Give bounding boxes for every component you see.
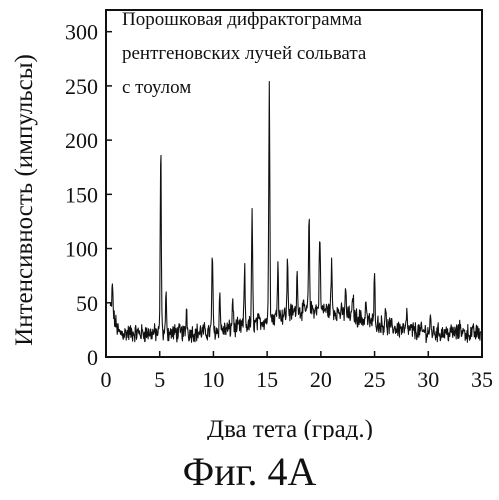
y-axis-label: Интенсивность (импульсы) bbox=[11, 54, 38, 346]
y-tick-label: 100 bbox=[65, 237, 98, 262]
y-tick-label: 200 bbox=[65, 128, 98, 153]
x-tick-label: 5 bbox=[154, 367, 165, 392]
x-axis-label: Два тета (град.) bbox=[207, 416, 373, 440]
x-tick-label: 0 bbox=[101, 367, 112, 392]
plot-area bbox=[109, 81, 482, 344]
x-tick-label: 25 bbox=[364, 367, 386, 392]
x-tick-label: 30 bbox=[417, 367, 439, 392]
chart-title: Порошковая дифрактограмма рентгеновских … bbox=[122, 9, 367, 98]
xrpd-chart: 0 5 10 15 20 25 30 35 0 50 100 150 200 250 300 Порошк… bbox=[11, 9, 493, 440]
x-tick-label: 15 bbox=[256, 367, 278, 392]
title-line-1: Порошковая дифрактограмма bbox=[122, 9, 363, 30]
y-tick-label: 150 bbox=[65, 182, 98, 207]
y-tick-label: 300 bbox=[65, 20, 98, 45]
y-tick-label: 250 bbox=[65, 74, 98, 99]
x-tick-label: 10 bbox=[202, 367, 224, 392]
y-tick-label: 50 bbox=[76, 291, 98, 316]
x-tick-label: 35 bbox=[471, 367, 493, 392]
title-line-2: рентгеновских лучей сольвата bbox=[122, 43, 367, 64]
x-tick-label: 20 bbox=[310, 367, 332, 392]
x-axis-ticks: 0 5 10 15 20 25 30 35 bbox=[101, 351, 493, 392]
xrpd-series-line bbox=[109, 81, 482, 344]
figure-caption: Фиг. 4А bbox=[182, 449, 317, 494]
title-line-3: с тоулом bbox=[122, 77, 191, 98]
y-axis-ticks: 0 50 100 150 200 250 300 bbox=[65, 20, 112, 370]
plot-frame bbox=[105, 9, 483, 358]
y-tick-label: 0 bbox=[87, 345, 98, 370]
